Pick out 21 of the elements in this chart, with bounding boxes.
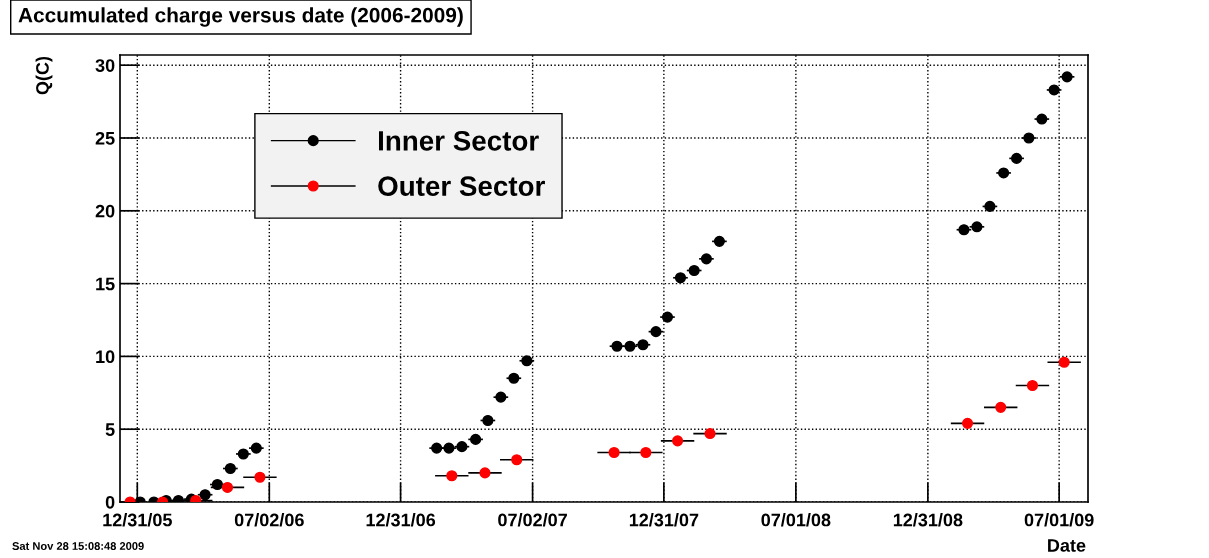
x-tick-label: 07/01/08	[761, 513, 831, 527]
x-tick-label: 12/31/06	[366, 513, 436, 527]
x-tick-label: 07/02/06	[234, 513, 304, 527]
x-tick-label: 12/31/05	[103, 513, 172, 527]
y-tick-label: 15	[96, 277, 115, 291]
y-tick-label: 20	[95, 204, 115, 218]
y-axis-title: Q(C)	[35, 56, 53, 95]
y-tick-label: 30	[95, 59, 115, 72]
x-axis-title: Date	[1048, 539, 1086, 552]
text: Sat Nov 28 15:08:48 2009	[12, 542, 144, 550]
y-tick-label: 25	[95, 131, 115, 145]
y-tick-label: 5	[105, 423, 115, 436]
x-tick-label: 07/02/07	[498, 513, 567, 527]
y-tick-label: 10	[96, 350, 115, 364]
legend-label: Inner Sector	[378, 130, 539, 151]
x-tick-label: 07/01/09	[1024, 513, 1094, 527]
x-tick-label: 12/31/07	[629, 513, 699, 527]
chart-title: Accumulated charge versus date (2006-2009)	[18, 7, 463, 27]
y-tick-label: 0	[105, 495, 115, 509]
legend-label: Outer Sector	[378, 176, 545, 196]
x-tick-label: 12/31/08	[893, 513, 963, 527]
